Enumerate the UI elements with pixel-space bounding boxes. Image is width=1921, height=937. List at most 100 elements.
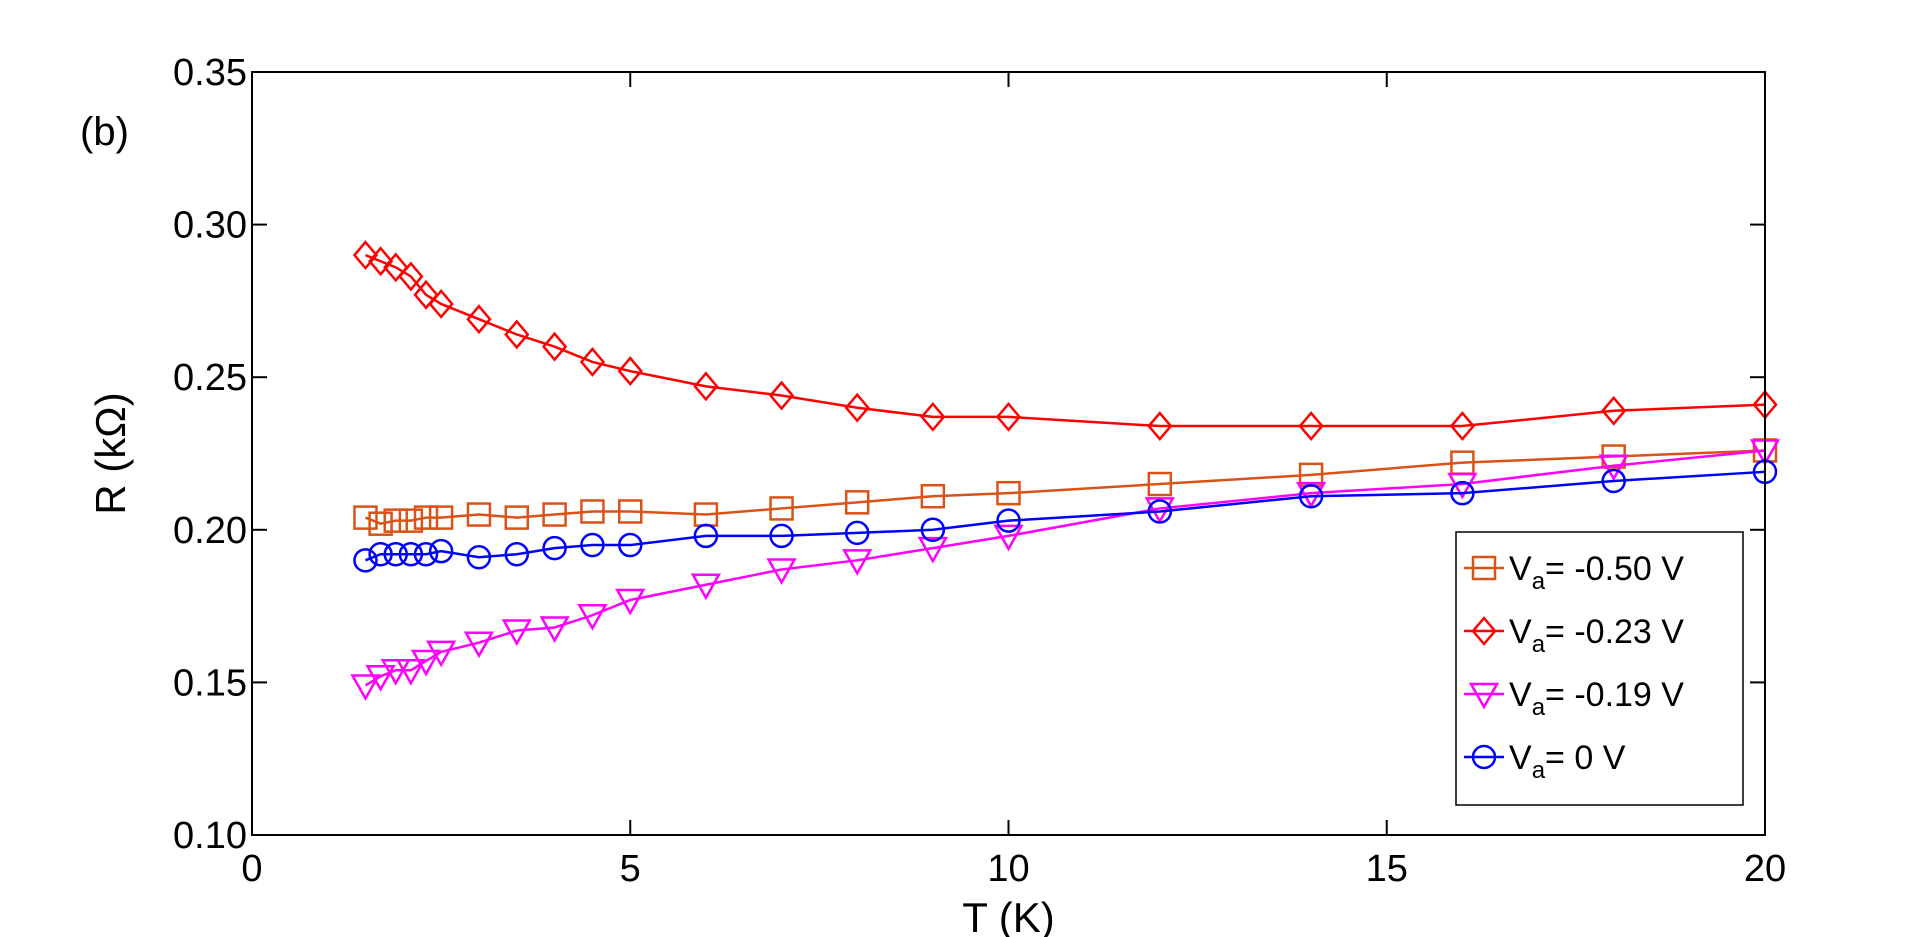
data-point [410,649,442,677]
data-point [844,490,870,515]
data-point [425,640,457,668]
data-point [1295,481,1327,509]
data-point [1601,395,1627,426]
legend-label-rest: = -0.23 V [1545,613,1684,651]
data-point [383,508,408,533]
legend-label-rest: = -0.50 V [1545,550,1684,588]
data-point [383,252,409,283]
data-point [1147,471,1173,497]
legend-marker [1471,616,1497,646]
legend-item-2: Va= -0.19 V [1464,676,1684,721]
data-point [618,499,643,524]
data-point [413,505,439,530]
legend-label: Va= -0.50 V [1509,550,1684,595]
data-point [466,304,492,335]
legend-marker [1471,744,1497,770]
data-point [920,517,946,543]
legend-item-1: Va= -0.23 V [1464,613,1684,658]
legend-label-main: V [1509,613,1532,651]
x-tick-label: 0 [241,848,262,890]
x-tick-label: 5 [620,848,641,890]
series-line [364,449,1766,687]
data-point [380,658,411,686]
data-point [1147,499,1173,524]
data-point [577,604,608,631]
y-axis-label: R (kΩ) [87,392,134,514]
data-point [579,347,606,377]
series-2 [350,439,1781,701]
axis-ticks [251,71,1766,836]
data-point [541,331,568,362]
data-point [542,535,567,561]
data-point [618,532,643,558]
data-point [844,520,870,546]
y-tick-label: 0.10 [173,815,247,857]
data-point [413,541,439,567]
data-point [690,573,722,601]
legend-marker [1468,682,1500,710]
data-point [398,261,424,292]
data-point [504,541,530,567]
data-point [769,523,794,549]
data-point [996,480,1021,506]
legend-label: Va= 0 V [1509,739,1626,784]
legend-label: Va= -0.19 V [1509,676,1684,721]
data-point [1298,411,1324,441]
panel-label: (b) [80,110,129,154]
legend-box [1455,531,1744,806]
y-tick-label: 0.35 [173,52,247,94]
data-point [350,674,381,701]
data-point [542,502,567,527]
data-point [466,545,492,570]
data-point [996,508,1021,533]
series-0 [353,438,1778,536]
data-point [580,499,605,524]
legend-item-3: Va= 0 V [1464,739,1626,784]
legend-item-0: Va= -0.50 V [1464,550,1684,595]
data-point [539,616,570,644]
data-point [844,392,870,423]
data-point [504,505,530,530]
data-point [428,289,454,319]
data-point [398,508,424,533]
series-1 [352,240,1778,441]
data-point [353,505,378,530]
data-point [463,631,495,659]
data-point [501,619,532,647]
data-point [920,483,946,509]
data-point [413,279,439,310]
data-point [1598,454,1629,482]
legend-label-sub: a [1532,757,1546,784]
legend-label-main: V [1509,550,1532,588]
tick-labels: 0 5 10 15 20 0.10 0.15 0.20 0.25 0.30 0.35 [173,52,1786,890]
data-point [842,549,873,576]
legend-label-main: V [1509,739,1532,777]
data-point [769,496,794,521]
data-point [383,541,408,567]
data-point [617,356,643,387]
y-tick-label: 0.30 [173,205,247,247]
legend-label-sub: a [1532,694,1546,721]
data-point [398,541,424,567]
data-point [365,665,396,692]
y-tick-label: 0.20 [173,510,247,552]
data-point [368,541,393,567]
legend-label-sub: a [1532,568,1546,595]
data-point [352,240,379,271]
x-tick-label: 10 [987,848,1029,890]
x-axis-label: T (K) [962,894,1055,937]
plot-area [350,240,1781,701]
x-tick-label: 20 [1744,848,1786,890]
data-point [993,524,1024,552]
data-point [504,319,530,350]
data-point [1449,411,1476,441]
data-point [428,538,454,564]
data-point [367,246,394,277]
legend-label: Va= -0.23 V [1509,613,1684,658]
x-tick-label: 15 [1366,848,1408,890]
y-tick-label: 0.25 [173,357,247,399]
legend-label-main: V [1509,676,1532,714]
data-point [1601,468,1626,494]
data-point [615,588,646,616]
